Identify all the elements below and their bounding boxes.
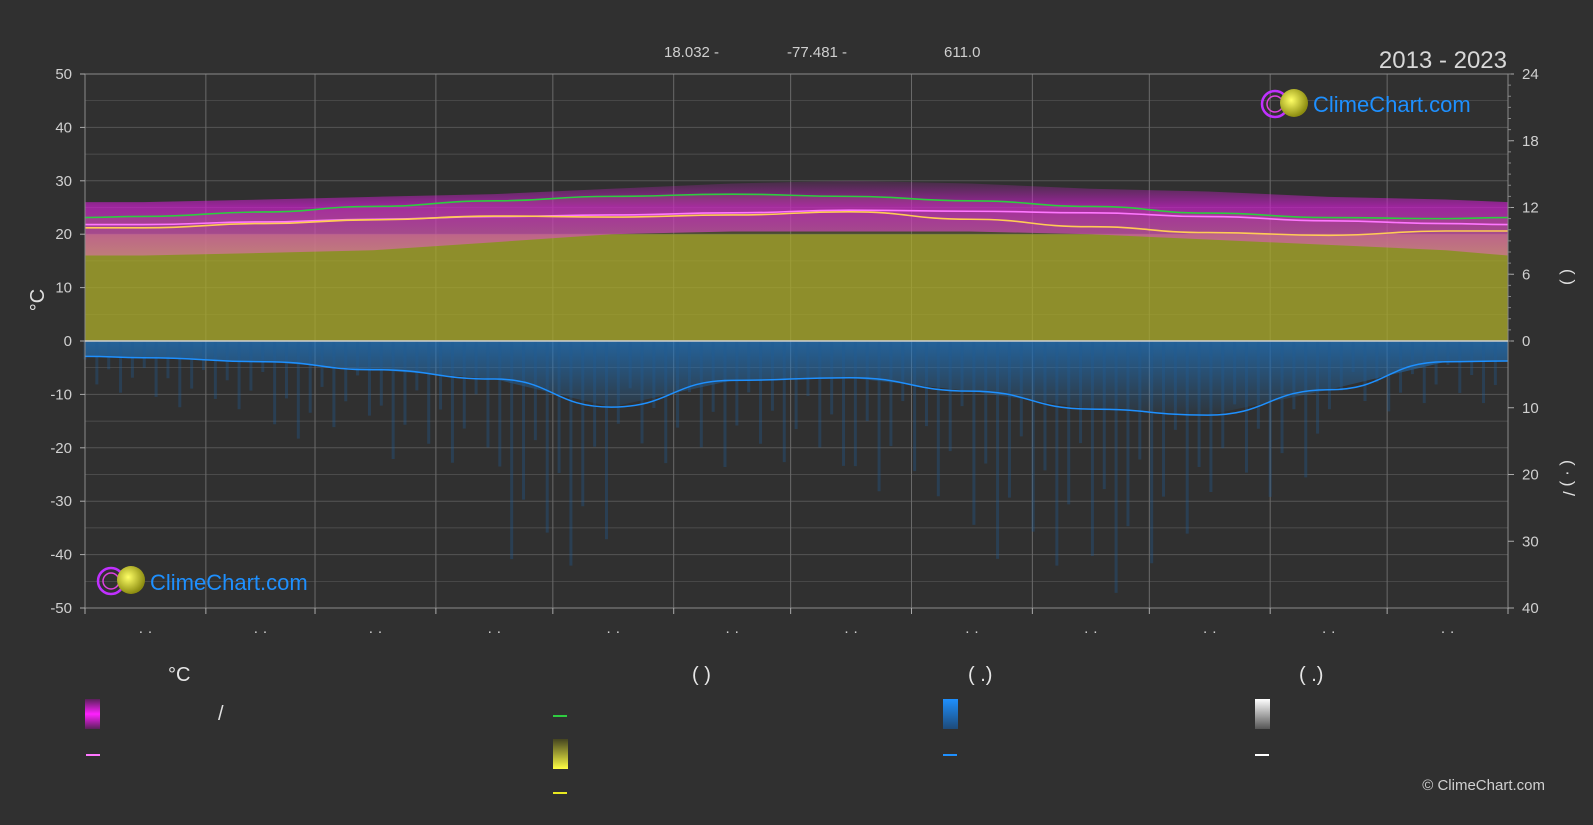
left-axis-title: °C	[27, 289, 49, 311]
axis-ticks: 50 40 30 20 10 0 -10 -20 -30 -40 -50 24 18 12 6 0 10 20 30…	[50, 66, 1538, 640]
right-lower-tick-label: 10	[1522, 400, 1539, 417]
latitude-label: 18.032 -	[664, 44, 719, 61]
legend-rain-swatch	[943, 699, 958, 729]
legend-mean-temp-line	[86, 754, 100, 756]
brand-logo-top: ClimeChart.com	[1260, 89, 1471, 119]
legend-sun-header: ( )	[692, 664, 711, 686]
legend-sunshine-line	[553, 792, 567, 794]
legend-temp-range-swatch	[85, 699, 100, 729]
month-tick-label: · ·	[1322, 623, 1336, 640]
right-upper-tick-label: 0	[1522, 333, 1530, 350]
mean-temperature-line	[84, 209, 1509, 226]
right-lower-tick-label: 30	[1522, 533, 1539, 550]
logo-sun-icon	[117, 566, 145, 594]
legend-snow-swatch	[1255, 699, 1270, 729]
legend-sunshine-swatch	[553, 739, 568, 769]
right-upper-tick-label: 12	[1522, 200, 1539, 217]
right-upper-tick-label: 6	[1522, 266, 1530, 283]
left-tick-label: 20	[55, 226, 72, 243]
left-tick-label: 0	[64, 333, 72, 350]
temperature-range-area	[85, 180, 1508, 256]
period-label: 2013 - 2023	[1379, 47, 1507, 74]
left-tick-label: 40	[55, 119, 72, 136]
left-tick-label: -30	[50, 493, 72, 510]
elevation-label: 611.0	[944, 44, 980, 61]
brand-name-top: ClimeChart.com	[1313, 92, 1471, 117]
right-upper-tick-label: 18	[1522, 133, 1539, 150]
legend-rain-header: ( .)	[968, 664, 993, 686]
month-tick-label: · ·	[725, 623, 739, 640]
legend-slash: /	[218, 703, 224, 725]
precipitation-line	[84, 355, 1509, 416]
brand-name-bottom: ClimeChart.com	[150, 570, 308, 595]
left-tick-label: -40	[50, 547, 72, 564]
sunshine-area	[85, 234, 1508, 341]
legend-temp-header: °C	[168, 664, 191, 686]
copyright: © ClimeChart.com	[1422, 777, 1545, 794]
longitude-label: -77.481 -	[787, 44, 847, 61]
left-tick-label: -50	[50, 600, 72, 617]
right-upper-axis-title: ( )	[1559, 269, 1578, 285]
chart-areas	[83, 180, 1508, 593]
chart-lines	[84, 193, 1509, 416]
legend-daylight-line	[553, 715, 567, 717]
right-lower-tick-label: 40	[1522, 600, 1539, 617]
month-tick-label: · ·	[138, 623, 152, 640]
month-tick-label: · ·	[1440, 623, 1454, 640]
month-tick-label: · ·	[1084, 623, 1098, 640]
temperature-secondary-line	[84, 210, 1508, 237]
left-tick-label: 10	[55, 280, 72, 297]
brand-logo-bottom: ClimeChart.com	[96, 566, 308, 596]
right-lower-tick-label: 20	[1522, 467, 1539, 484]
legend-snow-line	[1255, 754, 1269, 756]
legend-snow-header: ( .)	[1299, 664, 1324, 686]
legend-rain-line	[943, 754, 957, 756]
month-tick-label: · ·	[368, 623, 382, 640]
month-tick-label: · ·	[965, 623, 979, 640]
left-tick-label: 30	[55, 173, 72, 190]
month-tick-label: · ·	[1203, 623, 1217, 640]
month-tick-label: · ·	[606, 623, 620, 640]
left-tick-label: -20	[50, 440, 72, 457]
left-tick-label: 50	[55, 66, 72, 83]
right-upper-tick-label: 24	[1522, 66, 1539, 83]
left-tick-label: -10	[50, 386, 72, 403]
month-tick-label: · ·	[487, 623, 501, 640]
month-tick-label: · ·	[844, 623, 858, 640]
logo-sun-icon	[1280, 89, 1308, 117]
right-lower-axis-title: ( · ) /	[1559, 460, 1578, 496]
month-tick-label: · ·	[253, 623, 267, 640]
daylight-line	[84, 193, 1509, 220]
